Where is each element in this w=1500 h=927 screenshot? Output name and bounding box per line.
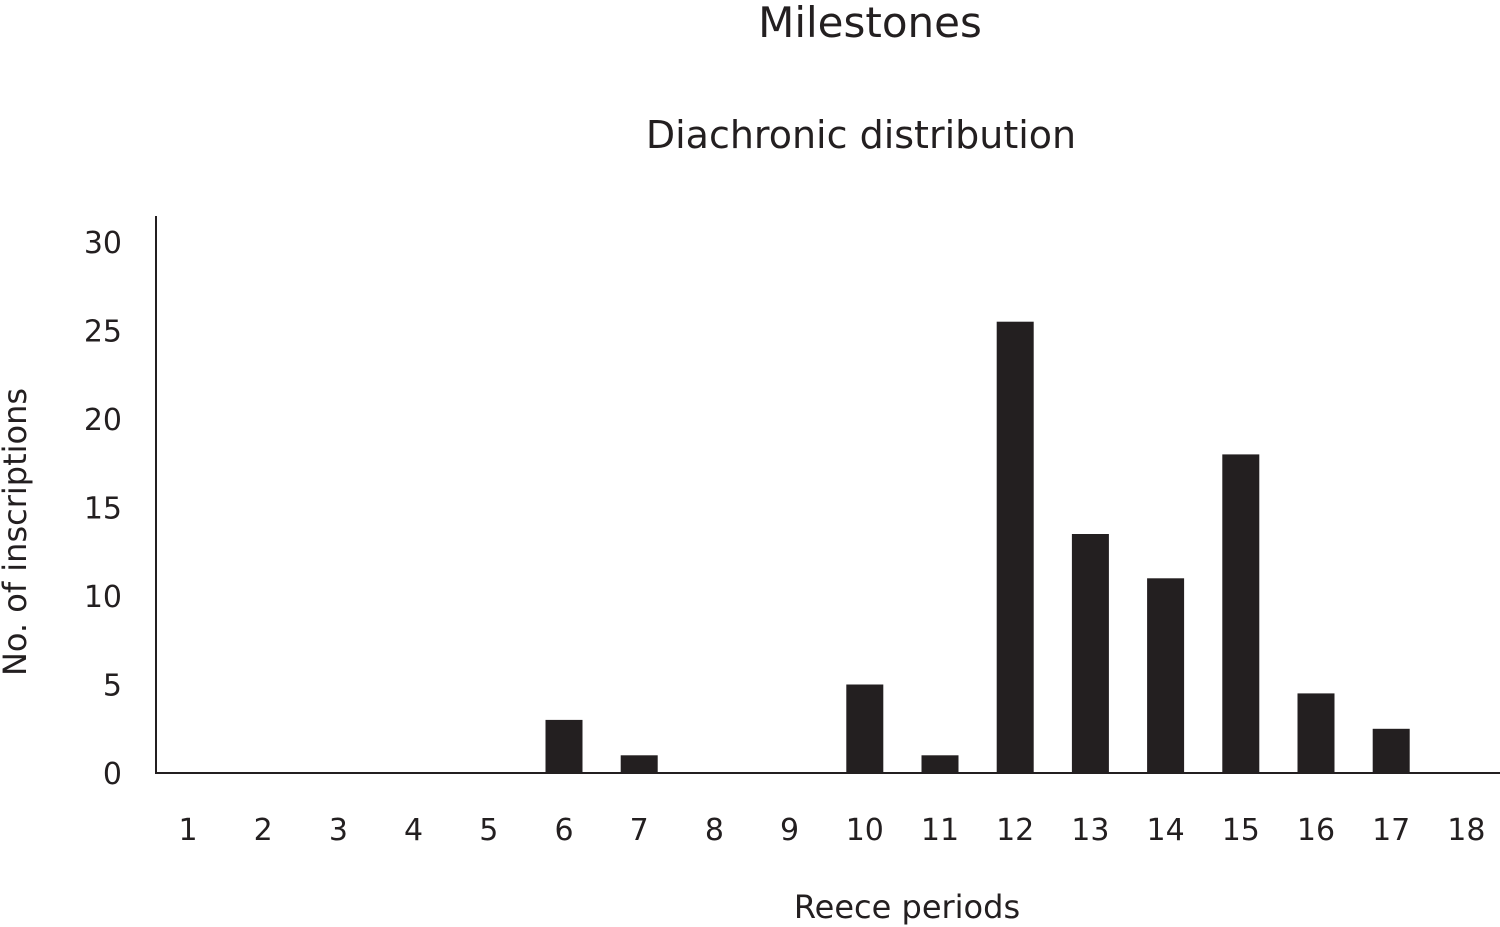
chart-title: Milestones [758,0,982,47]
x-tick-label: 2 [254,813,273,848]
bar-7 [620,755,658,773]
x-tick-label: 8 [705,813,724,848]
y-tick-label: 20 [84,403,122,438]
bar-10 [846,684,884,773]
y-tick-label: 25 [84,315,122,350]
y-tick-label: 10 [84,580,122,615]
y-axis-label: No. of inscriptions [0,388,34,676]
x-tick-label: 3 [329,813,348,848]
bar-11 [921,755,959,773]
x-tick-label: 6 [554,813,573,848]
x-tick-label: 10 [846,813,884,848]
chart-subtitle: Diachronic distribution [645,113,1077,157]
bar-6 [545,719,583,773]
x-tick-label: 7 [630,813,649,848]
x-tick-label: 17 [1372,813,1410,848]
x-tick-label: 5 [479,813,498,848]
y-tick-labels: 0 5 10 15 20 25 30 [84,226,122,792]
y-tick-label: 30 [84,226,122,261]
y-tick-label: 5 [103,669,122,704]
x-tick-label: 9 [780,813,799,848]
bars-group [545,321,1410,774]
bar-12 [996,321,1034,773]
bar-15 [1222,454,1260,773]
bar-17 [1372,728,1410,774]
x-tick-labels: 1 2 3 4 5 6 7 8 9 10 11 12 13 14 15 16 17 18 [178,813,1485,848]
x-tick-label: 11 [921,813,959,848]
x-tick-label: 18 [1447,813,1485,848]
x-tick-label: 12 [996,813,1034,848]
x-tick-label: 1 [178,813,197,848]
x-axis-label: Reece periods [794,888,1020,926]
y-tick-label: 0 [103,757,122,792]
y-tick-label: 15 [84,492,122,527]
x-tick-label: 14 [1147,813,1185,848]
bar-16 [1297,693,1335,773]
x-tick-label: 13 [1071,813,1109,848]
x-tick-label: 16 [1297,813,1335,848]
x-tick-label: 4 [404,813,423,848]
x-tick-label: 15 [1222,813,1260,848]
bar-13 [1071,534,1109,773]
bar-14 [1147,578,1185,773]
